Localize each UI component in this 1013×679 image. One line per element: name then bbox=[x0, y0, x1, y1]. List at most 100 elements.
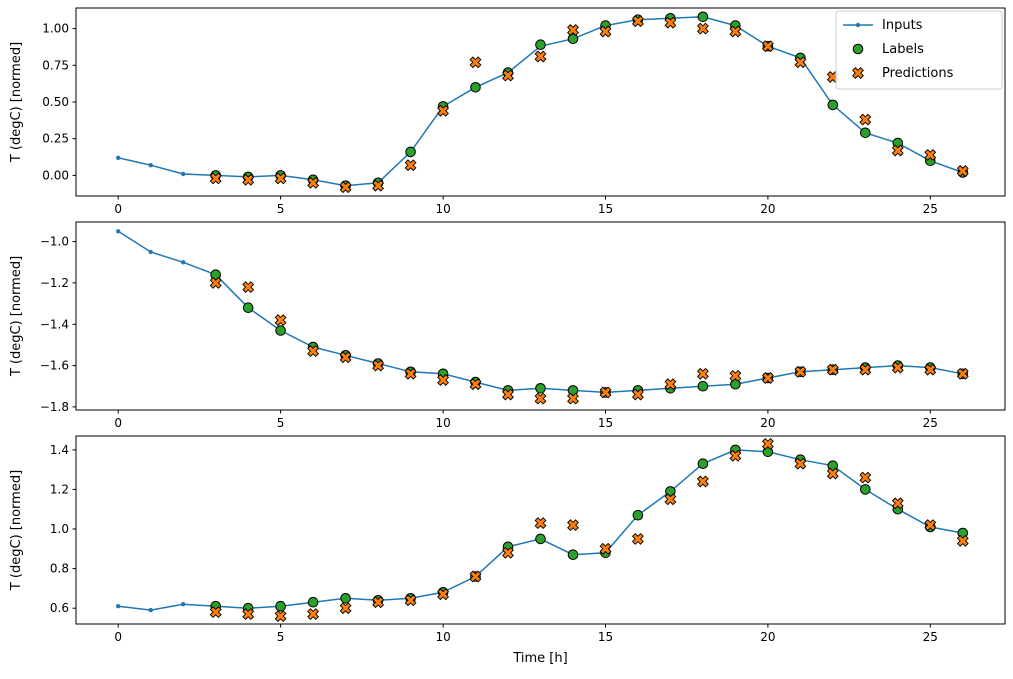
x-tick-label: 10 bbox=[435, 202, 450, 216]
predictions-marker bbox=[404, 159, 417, 172]
legend-label: Predictions bbox=[882, 66, 954, 81]
predictions-marker bbox=[956, 367, 969, 380]
predictions-marker bbox=[437, 588, 450, 601]
x-tick-label: 10 bbox=[435, 416, 450, 430]
legend-box bbox=[835, 10, 1003, 90]
labels-marker bbox=[827, 99, 839, 111]
x-tick-label: 5 bbox=[277, 202, 285, 216]
y-tick-label: 0.25 bbox=[42, 132, 69, 146]
y-tick-label: 0.8 bbox=[50, 562, 69, 576]
predictions-marker bbox=[956, 534, 969, 547]
x-tick-label: 25 bbox=[923, 416, 938, 430]
predictions-marker bbox=[891, 361, 904, 374]
y-tick-label: −1.2 bbox=[40, 276, 69, 290]
labels-marker bbox=[860, 484, 871, 495]
predictions-marker bbox=[891, 497, 904, 510]
inputs-marker bbox=[116, 155, 121, 160]
predictions-marker bbox=[567, 392, 579, 405]
labels-marker bbox=[567, 33, 579, 45]
labels-marker bbox=[242, 302, 254, 314]
axis-y-label: T (degC) [normed] bbox=[9, 256, 24, 377]
predictions-marker bbox=[307, 608, 320, 621]
labels-marker bbox=[567, 549, 579, 561]
y-tick-label: 1.0 bbox=[50, 522, 69, 536]
x-tick-label: 25 bbox=[923, 630, 938, 644]
labels-marker bbox=[860, 127, 871, 139]
axis-y-label: T (degC) [normed] bbox=[9, 42, 24, 163]
predictions-marker bbox=[761, 437, 774, 450]
labels-marker bbox=[697, 380, 709, 392]
x-tick-label: 15 bbox=[598, 202, 613, 216]
x-tick-label: 0 bbox=[114, 416, 122, 430]
predictions-marker bbox=[729, 449, 742, 462]
legend: Inputs Labels Predictions bbox=[835, 10, 1003, 90]
x-tick-label: 0 bbox=[114, 202, 122, 216]
axis-y-label: T (degC) [normed] bbox=[9, 470, 24, 591]
inputs-marker bbox=[148, 249, 153, 255]
predictions-marker bbox=[891, 144, 904, 157]
y-tick-label: 0.50 bbox=[42, 95, 69, 109]
subplot-2: −1.0 −1.2 −1.4 −1.6 −1.8 0 5 10 15 20 25 T (degC) [… bbox=[9, 221, 1006, 430]
predictions-marker bbox=[696, 475, 709, 488]
legend-predictions-x-sample bbox=[852, 67, 864, 79]
labels-marker bbox=[535, 383, 546, 394]
predictions-marker bbox=[307, 345, 320, 358]
predictions-marker bbox=[794, 56, 807, 69]
predictions-marker bbox=[534, 392, 547, 405]
y-tick-label: 1.00 bbox=[42, 22, 69, 36]
legend-inputs-dot-sample bbox=[855, 22, 861, 28]
x-tick-label: 20 bbox=[760, 630, 775, 644]
predictions-marker bbox=[924, 363, 937, 376]
predictions-marker bbox=[631, 532, 644, 545]
inputs-marker bbox=[181, 602, 186, 607]
labels-marker bbox=[275, 325, 286, 336]
inputs-marker bbox=[181, 260, 186, 265]
predictions-marker bbox=[761, 372, 774, 384]
predictions-marker bbox=[339, 602, 352, 615]
predictions-marker bbox=[209, 606, 222, 619]
labels-marker bbox=[307, 596, 319, 608]
legend-label: Labels bbox=[882, 42, 924, 57]
predictions-marker bbox=[599, 542, 612, 555]
predictions-marker bbox=[502, 546, 514, 559]
inputs-marker bbox=[116, 229, 121, 234]
axis-x-label: Time [h] bbox=[512, 651, 567, 666]
labels-marker bbox=[405, 146, 416, 158]
labels-marker bbox=[275, 600, 286, 612]
x-tick-label: 5 bbox=[277, 416, 285, 430]
predictions-marker bbox=[599, 25, 612, 38]
predictions-marker bbox=[794, 365, 807, 378]
predictions-marker bbox=[859, 113, 872, 126]
legend-labels-circle-sample bbox=[852, 43, 864, 55]
predictions-marker bbox=[794, 457, 807, 470]
labels-marker bbox=[470, 82, 481, 93]
predictions-marker bbox=[924, 519, 937, 532]
predictions-marker bbox=[274, 610, 287, 623]
x-tick-label: 15 bbox=[598, 416, 613, 430]
predictions-marker bbox=[826, 71, 839, 83]
inputs-marker bbox=[181, 171, 186, 177]
predictions-marker bbox=[761, 40, 774, 53]
y-tick-label: −1.4 bbox=[40, 317, 69, 331]
labels-marker bbox=[210, 269, 221, 281]
predictions-marker bbox=[664, 493, 677, 506]
predictions-marker bbox=[859, 471, 872, 484]
x-tick-label: 0 bbox=[114, 630, 122, 644]
inputs-marker bbox=[116, 604, 121, 609]
predictions-marker bbox=[469, 570, 482, 583]
inputs-marker bbox=[148, 607, 153, 613]
x-tick-label: 25 bbox=[923, 202, 938, 216]
predictions-marker bbox=[404, 367, 417, 380]
legend-label: Inputs bbox=[882, 18, 923, 33]
predictions-marker bbox=[696, 22, 709, 35]
x-tick-label: 15 bbox=[598, 630, 613, 644]
predictions-marker bbox=[372, 359, 385, 372]
predictions-marker bbox=[372, 596, 385, 609]
labels-marker bbox=[730, 378, 741, 390]
predictions-marker bbox=[729, 369, 742, 382]
predictions-marker bbox=[502, 69, 514, 82]
predictions-marker bbox=[274, 172, 287, 185]
y-tick-label: −1.6 bbox=[40, 359, 69, 373]
predictions-marker bbox=[631, 388, 644, 401]
predictions-marker bbox=[502, 388, 514, 401]
